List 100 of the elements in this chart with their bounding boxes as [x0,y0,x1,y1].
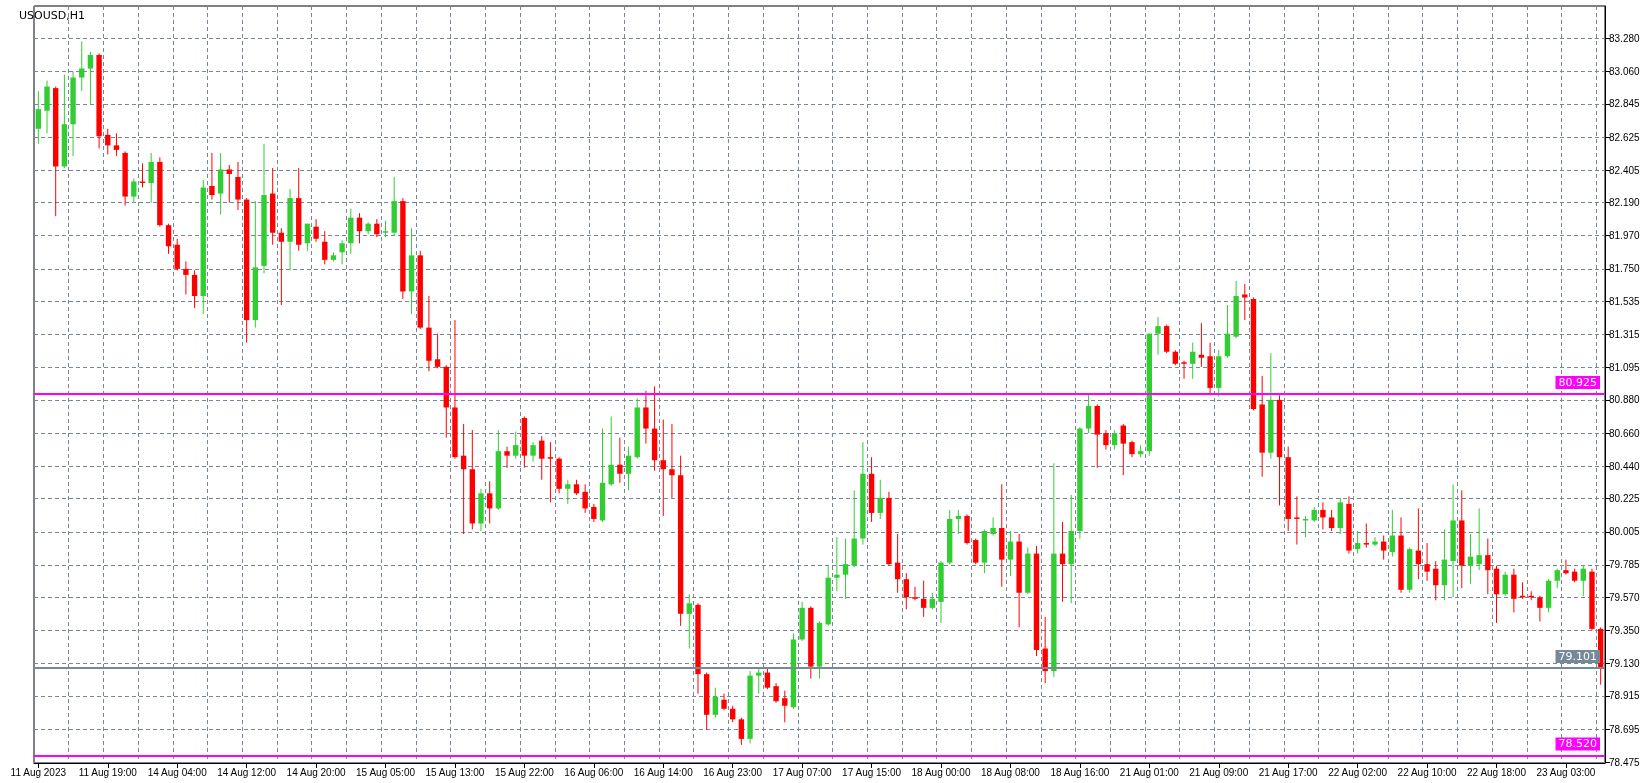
y-tick-label: 78.695 [1609,723,1641,735]
y-tick-label: 80.225 [1609,493,1641,505]
candlestick [1198,322,1205,368]
x-tick-label: 16 Aug 14:00 [633,766,694,778]
candlestick [1224,304,1231,359]
candlestick [1155,316,1161,356]
chart-title: USOUSD,H1 [19,9,85,22]
candlestick [35,90,42,145]
candlestick [209,152,215,201]
candlestick [1476,507,1482,571]
candlestick [148,152,154,204]
x-tick-label: 14 Aug 12:00 [217,766,277,778]
candlestick [1294,495,1300,546]
ref-line-label: 79.101 [1558,650,1597,664]
x-tick-label: 16 Aug 23:00 [703,766,763,778]
candlestick [1563,559,1569,576]
candlestick [738,717,745,746]
candlestick [1085,393,1092,434]
candlestick [504,446,510,469]
x-tick-label: 14 Aug 04:00 [147,766,208,778]
candlestick [608,416,614,487]
y-tick-label: 80.440 [1609,460,1641,472]
candlestick [165,223,172,255]
y-tick-label: 82.625 [1609,131,1641,143]
y-tick-label: 80.660 [1609,427,1641,439]
candlestick [712,687,719,719]
candlestick [539,435,545,481]
y-tick-label: 83.060 [1609,66,1641,78]
candlestick [1354,530,1361,555]
candlestick [1389,509,1396,558]
candlestick [1485,538,1491,595]
y-tick-label: 82.405 [1609,164,1641,176]
x-tick-label: 18 Aug 00:00 [911,766,971,778]
candlestick [547,441,554,503]
candlestick [591,503,597,523]
candlestick [1328,509,1335,532]
y-tick-label: 81.535 [1609,295,1641,307]
candlestick [617,437,623,484]
x-tick-label: 15 Aug 05:00 [356,766,416,778]
candlestick [834,536,840,592]
x-tick-label: 21 Aug 01:00 [1119,766,1180,778]
candlestick [782,690,788,723]
y-tick-label: 79.130 [1609,658,1641,670]
ref-line-label: 80.925 [1558,375,1597,389]
y-tick-label: 79.350 [1609,624,1641,636]
y-tick-label: 79.785 [1609,559,1641,571]
candlestick [434,333,441,369]
candlestick [339,239,345,265]
candlestick [773,682,779,704]
candlestick [920,580,927,618]
candlestick [764,667,771,690]
candlestick [513,431,519,460]
candlestick [1007,530,1014,577]
candlestick [113,132,120,157]
candlestick [304,223,311,252]
candlestick [1502,571,1508,597]
y-tick-label: 78.475 [1609,756,1641,768]
candlestick [226,164,232,204]
candlestick [79,40,85,92]
candlestick [990,516,996,537]
candlestick [625,446,632,491]
x-tick-label: 11 Aug 19:00 [78,766,138,778]
candlestick [183,260,189,295]
candlestick [1120,423,1126,476]
candlestick [374,218,380,238]
candlestick [87,51,94,106]
candlestick [686,593,692,650]
candlestick [756,667,762,695]
x-tick-label: 18 Aug 16:00 [1050,766,1110,778]
candlestick [486,480,493,524]
candlestick [1242,283,1248,321]
x-tick-label: 11 Aug 2023 [10,766,67,778]
candlestick [973,538,979,565]
y-tick-label: 81.750 [1609,263,1641,275]
y-tick-label: 81.315 [1609,328,1641,340]
candlestick [191,269,198,309]
candlestick [842,538,849,600]
candlestick [1554,568,1560,589]
candlestick [643,390,649,445]
y-tick-label: 78.915 [1609,690,1641,702]
y-tick-label: 82.190 [1609,197,1641,209]
candlestick [1380,535,1387,561]
candlestick [1181,360,1187,380]
candlestick [669,423,675,499]
candlestick [1433,560,1439,601]
x-tick-label: 17 Aug 07:00 [772,766,833,778]
candlestick [313,218,319,243]
y-tick-label: 81.095 [1609,362,1641,374]
x-tick-label: 14 Aug 20:00 [286,766,346,778]
x-tick-label: 22 Aug 10:00 [1397,766,1457,778]
ref-line-label: 78.520 [1558,737,1597,751]
candlestick [1103,429,1109,451]
y-tick-label: 79.570 [1609,591,1641,603]
candlestick [322,230,328,265]
x-tick-label: 22 Aug 18:00 [1467,766,1527,778]
x-tick-label: 15 Aug 22:00 [494,766,555,778]
candlestick [1372,536,1378,547]
candlestick [912,586,918,601]
candlestick [903,572,909,610]
x-tick-label: 17 Aug 15:00 [842,766,902,778]
